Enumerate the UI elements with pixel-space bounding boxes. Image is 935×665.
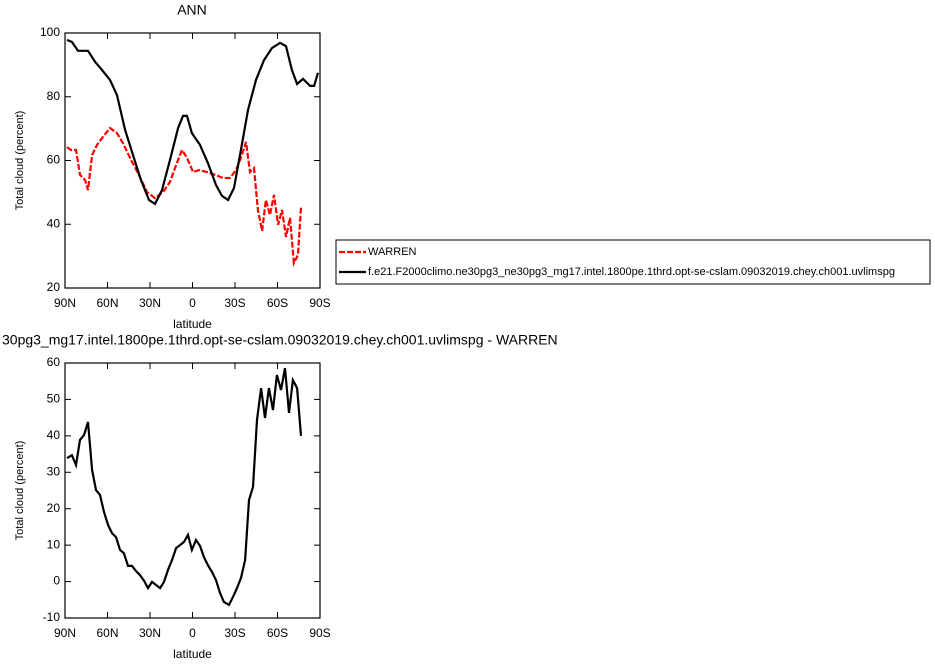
chart-title: ANN xyxy=(177,2,207,18)
x-tick-label: 0 xyxy=(189,626,196,640)
y-tick-label: 60 xyxy=(47,153,61,167)
y-tick-label: 60 xyxy=(47,355,61,369)
x-tick-label: 60S xyxy=(267,296,288,310)
y-tick-label: -10 xyxy=(43,610,61,624)
y-tick-label: 40 xyxy=(47,216,61,230)
x-tick-label: 90N xyxy=(54,626,76,640)
x-tick-label: 30S xyxy=(224,626,245,640)
y-tick-label: 30 xyxy=(47,464,61,478)
x-tick-label: 60N xyxy=(96,626,118,640)
legend-label: f.e21.F2000climo.ne30pg3_ne30pg3_mg17.in… xyxy=(368,266,895,278)
y-tick-label: 20 xyxy=(47,280,61,294)
data-line xyxy=(66,367,303,607)
x-axis-label: latitude xyxy=(173,317,212,331)
plot-frame xyxy=(64,362,321,619)
y-tick-label: 10 xyxy=(47,537,61,551)
legend-box xyxy=(335,239,931,285)
x-tick-label: 60N xyxy=(96,296,118,310)
x-tick-label: 0 xyxy=(189,296,196,310)
y-tick-label: 50 xyxy=(47,392,61,406)
x-axis-label: latitude xyxy=(173,647,212,661)
y-tick-label: 100 xyxy=(40,25,60,39)
legend-label: WARREN xyxy=(368,246,417,258)
x-tick-label: 90S xyxy=(309,626,330,640)
y-axis-label: Total cloud (percent) xyxy=(14,441,26,541)
x-tick-label: 30S xyxy=(224,296,245,310)
y-tick-label: 20 xyxy=(47,501,61,515)
x-tick-label: 90N xyxy=(54,296,76,310)
y-axis-label: Total cloud (percent) xyxy=(14,111,26,211)
data-line xyxy=(66,126,303,268)
x-tick-label: 30N xyxy=(139,626,161,640)
x-tick-label: 30N xyxy=(139,296,161,310)
data-line xyxy=(66,38,320,206)
y-tick-label: 80 xyxy=(47,89,61,103)
chart-title: 30pg3_mg17.intel.1800pe.1thrd.opt-se-csl… xyxy=(2,332,558,348)
y-tick-label: 40 xyxy=(47,428,61,442)
x-tick-label: 60S xyxy=(267,626,288,640)
y-tick-label: 0 xyxy=(53,574,60,588)
x-tick-label: 90S xyxy=(309,296,330,310)
plot-frame xyxy=(64,32,321,289)
